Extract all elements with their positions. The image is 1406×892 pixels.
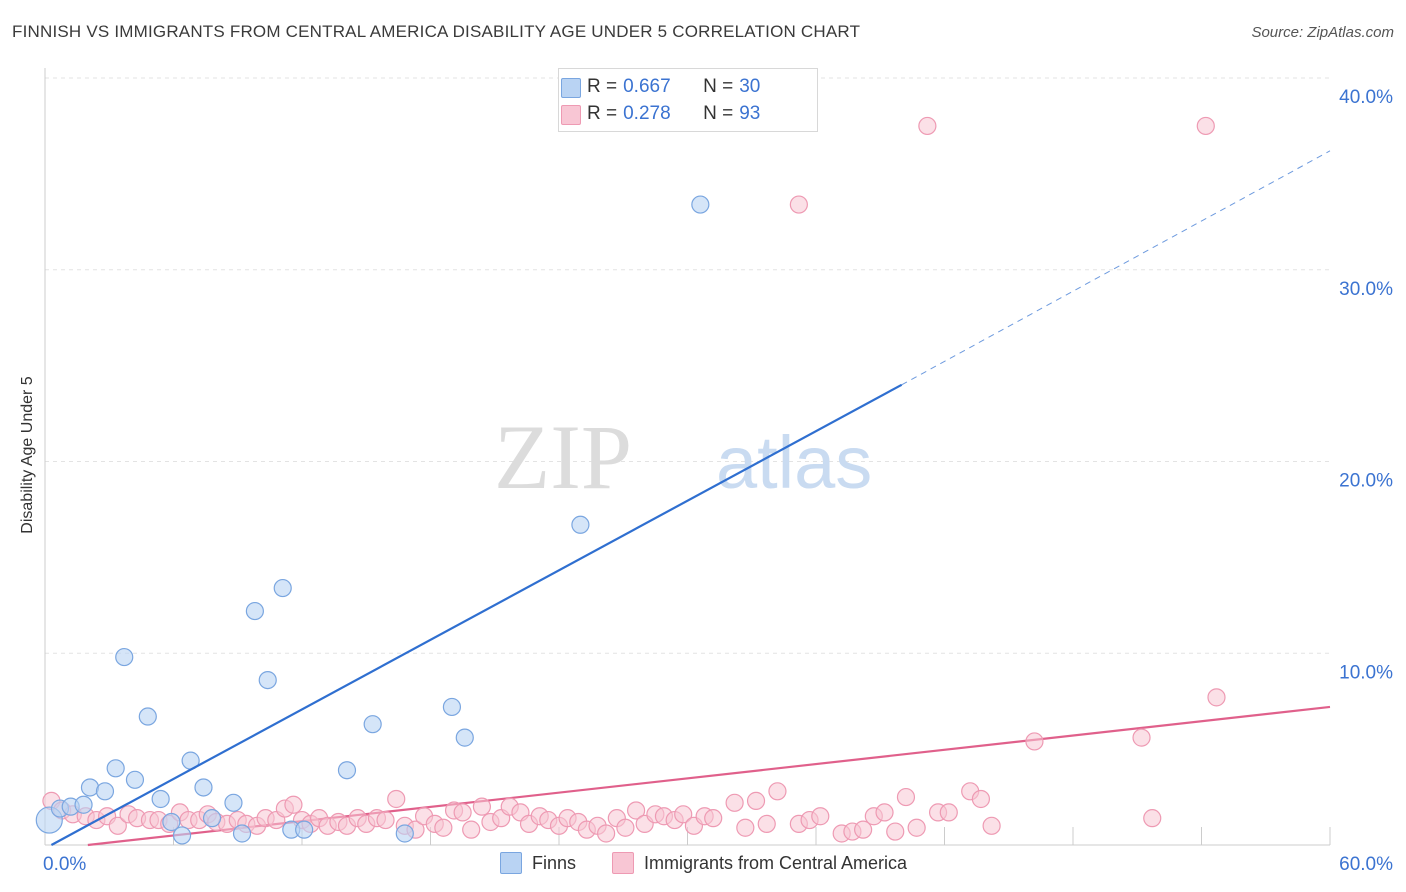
immigrants-point (907, 818, 926, 837)
x-tick-label: 60.0% (1339, 854, 1393, 875)
finns-point (363, 715, 382, 734)
finns-point (162, 812, 181, 832)
immigrants-point (939, 803, 958, 822)
r-label: R = (587, 76, 618, 97)
watermark: ZIP atlas (494, 406, 872, 508)
grid-lines (45, 77, 1330, 654)
finns-point (194, 778, 213, 797)
immigrants-legend-label: Immigrants from Central America (644, 852, 908, 873)
finns-point (232, 824, 252, 843)
immigrants-point (918, 116, 937, 136)
immigrants-point (704, 809, 723, 828)
tick-labels: 10.0% 20.0% 30.0% 40.0% 0.0% 60.0% (43, 87, 1393, 875)
immigrants-point (1025, 732, 1044, 751)
stats-row-immigrants: R = 0.278 N = 93 (561, 102, 761, 126)
finns-point (337, 761, 357, 780)
finns-point (224, 793, 243, 812)
finns-point (571, 515, 590, 534)
immigrants-point (1143, 809, 1162, 828)
finns-point (125, 770, 145, 789)
finns-point (691, 195, 710, 214)
immigrants-point (971, 789, 991, 809)
source-label: Source: ZipAtlas.com (1251, 24, 1394, 41)
finns-trend (50, 150, 1331, 846)
finns-point (106, 759, 125, 778)
immigrants-point (875, 803, 894, 822)
immigrants-point (453, 803, 472, 822)
immigrants-point (725, 793, 744, 812)
immigrants-legend-swatch (612, 852, 634, 874)
immigrants-point (789, 195, 808, 214)
immigrants-point (597, 824, 616, 843)
finns-point (80, 778, 100, 797)
finns-trend-line (50, 383, 903, 846)
y-tick-label: 20.0% (1339, 471, 1393, 492)
immigrants-point (757, 814, 776, 834)
watermark-atlas: atlas (716, 421, 872, 504)
immigrants-point (768, 782, 787, 801)
x-tick-label: 0.0% (43, 854, 86, 875)
y-tick-label: 10.0% (1339, 662, 1393, 683)
legend-item-finns[interactable]: Finns (500, 852, 576, 874)
n-label: N = (703, 103, 734, 124)
finns-points (35, 195, 710, 845)
finns-swatch (561, 78, 581, 98)
immigrants-point (616, 818, 635, 837)
watermark-zip: ZIP (494, 406, 632, 508)
immigrants-point (472, 797, 491, 816)
immigrants-point (886, 822, 905, 841)
immigrants-point (854, 820, 873, 839)
immigrants-point (108, 816, 127, 835)
immigrants-point (626, 801, 646, 820)
legend-item-immigrants[interactable]: Immigrants from Central America (612, 852, 907, 874)
finns-legend-label: Finns (532, 852, 577, 873)
immigrants-point (811, 807, 830, 826)
finns-point (258, 670, 277, 690)
immigrants-point (896, 787, 916, 807)
finns-legend-swatch (500, 852, 522, 874)
finns-point (442, 697, 462, 717)
finns-trend-extension (901, 150, 1331, 386)
immigrants-point (1132, 728, 1151, 747)
immigrants-point (1196, 116, 1215, 136)
chart-title: FINNISH VS IMMIGRANTS FROM CENTRAL AMERI… (12, 22, 861, 41)
y-tick-label: 30.0% (1339, 279, 1393, 300)
r-value-immigrants: 0.278 (623, 103, 671, 124)
finns-point (74, 795, 93, 814)
immigrants-points (42, 116, 1226, 843)
finns-point (115, 647, 134, 667)
finns-point (455, 728, 474, 747)
immigrants-point (736, 818, 755, 837)
stats-legend: R = 0.667 N = 30 R = 0.278 N = 93 (558, 68, 818, 132)
immigrants-point (284, 795, 303, 814)
r-label: R = (587, 103, 618, 124)
r-value-finns: 0.667 (623, 76, 671, 97)
finns-point (245, 601, 264, 621)
n-label: N = (703, 76, 734, 97)
immigrants-point (982, 816, 1001, 835)
finns-point (151, 789, 170, 809)
finns-point (395, 824, 414, 843)
stats-row-finns: R = 0.667 N = 30 (561, 75, 761, 99)
immigrants-point (434, 818, 453, 837)
immigrants-point (387, 789, 406, 809)
finns-point (295, 820, 314, 839)
n-value-finns: 30 (739, 76, 761, 97)
immigrants-point (462, 820, 481, 839)
finns-point (273, 578, 292, 598)
n-value-immigrants: 93 (739, 103, 761, 124)
immigrants-point (1207, 688, 1226, 707)
y-tick-label: 40.0% (1339, 87, 1393, 108)
immigrants-swatch (561, 105, 581, 125)
immigrants-point (674, 805, 693, 824)
finns-point (138, 707, 157, 726)
axes (44, 68, 1331, 846)
finns-point (172, 826, 192, 845)
finns-point (202, 809, 222, 828)
immigrants-point (376, 810, 395, 830)
finns-point (95, 782, 115, 801)
immigrants-point (746, 791, 766, 810)
